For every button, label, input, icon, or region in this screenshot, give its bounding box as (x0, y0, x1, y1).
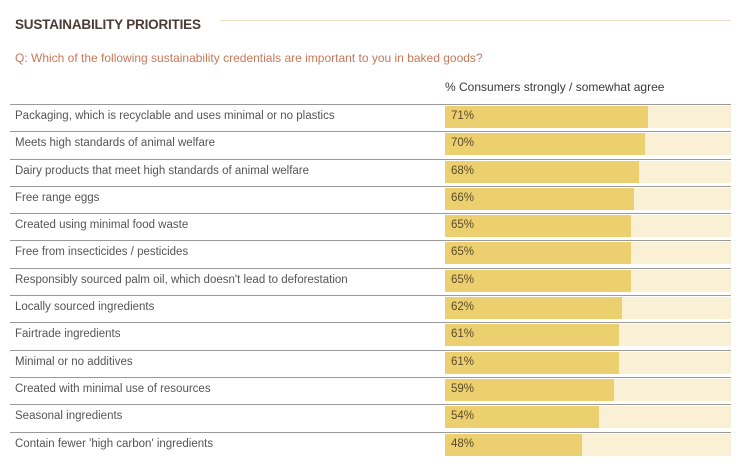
data-label: 48% (451, 437, 475, 450)
bar-track: 48% (445, 433, 731, 456)
bar (445, 433, 583, 456)
bar-track: 66% (445, 187, 731, 210)
bar-track: 65% (445, 269, 731, 292)
title-divider (220, 20, 730, 21)
bar-rows: Packaging, which is recyclable and uses … (10, 104, 731, 459)
bar (445, 160, 640, 183)
bar (445, 215, 631, 238)
table-row: Created using minimal food waste 65% (10, 213, 731, 240)
table-row: Packaging, which is recyclable and uses … (10, 104, 731, 131)
category-label: Free from insecticides / pesticides (15, 246, 189, 259)
table-row: Created with minimal use of resources 59% (10, 376, 731, 404)
category-label: Created with minimal use of resources (15, 382, 211, 395)
table-row: Responsibly sourced palm oil, which does… (10, 267, 731, 295)
bar-track: 68% (445, 160, 731, 183)
bar-track: 54% (445, 406, 731, 429)
data-label: 66% (451, 191, 475, 204)
data-label: 62% (451, 301, 475, 314)
bar (445, 133, 646, 156)
table-row: Contain fewer 'high carbon' ingredients 4… (10, 431, 731, 459)
category-label: Responsibly sourced palm oil, which does… (15, 273, 348, 286)
category-label: Minimal or no additives (15, 355, 133, 368)
data-label: 65% (451, 246, 475, 259)
bar (445, 324, 620, 347)
table-row: Meets high standards of animal welfare 70… (10, 131, 731, 158)
data-label: 54% (451, 410, 475, 423)
bar-track: 71% (445, 106, 731, 128)
bar-track: 65% (445, 242, 731, 265)
category-label: Free range eggs (15, 191, 100, 204)
chart-title: SUSTAINABILITY PRIORITIES (15, 17, 201, 32)
bar-track: 59% (445, 378, 731, 401)
bar (445, 351, 620, 374)
data-label: 59% (451, 382, 475, 395)
data-label: 71% (451, 110, 475, 122)
bar-track: 61% (445, 351, 731, 374)
bar-track: 62% (445, 297, 731, 320)
category-label: Meets high standards of animal welfare (15, 137, 216, 150)
data-label: 70% (451, 137, 475, 150)
bar (445, 187, 634, 210)
data-label: 65% (451, 219, 475, 232)
category-label: Seasonal ingredients (15, 410, 123, 423)
category-label: Contain fewer 'high carbon' ingredients (15, 437, 214, 450)
table-row: Seasonal ingredients 54% (10, 404, 731, 431)
data-label: 61% (451, 328, 475, 341)
bar (445, 242, 631, 265)
table-row: Dairy products that meet high standards … (10, 158, 731, 186)
category-label: Dairy products that meet high standards … (15, 164, 310, 177)
chart-question: Q: Which of the following sustainability… (15, 51, 483, 65)
category-label: Fairtrade ingredients (15, 328, 121, 341)
bar (445, 378, 614, 401)
data-label: 61% (451, 355, 475, 368)
bar (445, 297, 623, 320)
table-row: Fairtrade ingredients 61% (10, 322, 731, 349)
category-label: Locally sourced ingredients (15, 301, 155, 314)
bar-track: 65% (445, 215, 731, 238)
data-label: 65% (451, 273, 475, 286)
bar (445, 106, 649, 128)
table-row: Locally sourced ingredients 62% (10, 295, 731, 322)
column-header: % Consumers strongly / somewhat agree (445, 80, 665, 94)
bar (445, 406, 600, 429)
data-label: 68% (451, 164, 475, 177)
bar-track: 61% (445, 324, 731, 347)
table-row: Minimal or no additives 61% (10, 349, 731, 377)
table-row: Free range eggs 66% (10, 185, 731, 213)
bar (445, 269, 631, 292)
table-row: Free from insecticides / pesticides 65% (10, 240, 731, 267)
category-label: Packaging, which is recyclable and uses … (15, 110, 335, 122)
category-label: Created using minimal food waste (15, 219, 189, 232)
bar-track: 70% (445, 133, 731, 156)
